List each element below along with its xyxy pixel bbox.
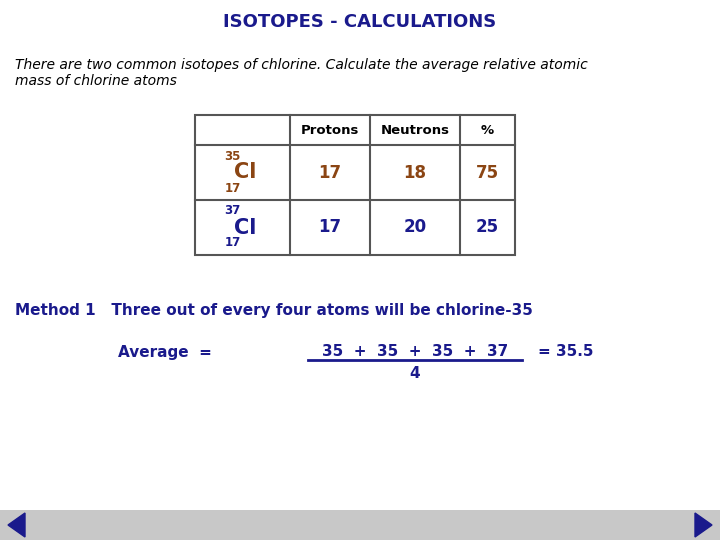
Text: 25: 25	[476, 219, 499, 237]
Text: There are two common isotopes of chlorine. Calculate the average relative atomic: There are two common isotopes of chlorin…	[15, 58, 588, 72]
Text: 35  +  35  +  35  +  37: 35 + 35 + 35 + 37	[322, 345, 508, 360]
Text: Neutrons: Neutrons	[380, 124, 449, 137]
Text: 17: 17	[318, 219, 341, 237]
Text: Protons: Protons	[301, 124, 359, 137]
Polygon shape	[8, 513, 25, 537]
Text: = 35.5: = 35.5	[538, 345, 593, 360]
Bar	[0, 510, 720, 540]
Text: 17: 17	[225, 237, 240, 249]
Bar	[195, 115, 515, 255]
Text: %: %	[481, 124, 494, 137]
Polygon shape	[695, 513, 712, 537]
Text: 18: 18	[403, 164, 426, 181]
Text: 35: 35	[225, 150, 240, 163]
Text: 37: 37	[225, 205, 240, 218]
Text: 4: 4	[410, 367, 420, 381]
Text: mass of chlorine atoms: mass of chlorine atoms	[15, 74, 177, 88]
Text: 20: 20	[403, 219, 426, 237]
Text: 17: 17	[225, 181, 240, 194]
Text: 75: 75	[476, 164, 499, 181]
Text: Method 1   Three out of every four atoms will be chlorine-35: Method 1 Three out of every four atoms w…	[15, 302, 533, 318]
Text: Cl: Cl	[234, 218, 257, 238]
Text: Cl: Cl	[234, 163, 257, 183]
Text: 17: 17	[318, 164, 341, 181]
Text: ISOTOPES - CALCULATIONS: ISOTOPES - CALCULATIONS	[223, 13, 497, 31]
Text: Average  =: Average =	[118, 345, 212, 360]
